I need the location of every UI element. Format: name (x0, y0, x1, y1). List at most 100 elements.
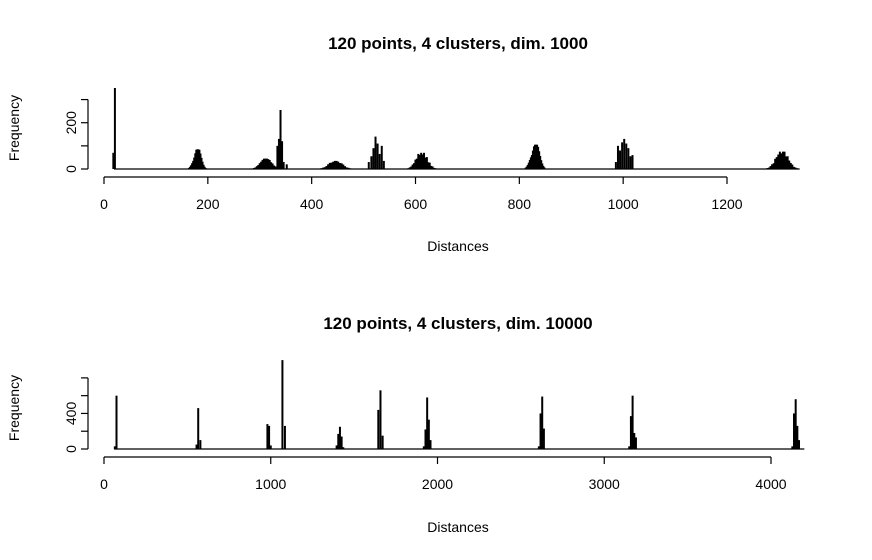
histogram-bar (614, 162, 617, 169)
histogram-bar (777, 154, 780, 169)
histogram-bar (338, 163, 341, 169)
histogram-bar (542, 165, 545, 169)
histogram-bar (538, 151, 541, 169)
histogram-bar (793, 413, 796, 449)
histogram-bar (536, 144, 539, 169)
histogram-bar (772, 163, 775, 169)
histogram-bar (376, 143, 379, 169)
histogram-bar (285, 164, 288, 169)
histogram-bar (541, 396, 544, 449)
x-tick-label: 800 (508, 196, 532, 212)
histogram-bar (426, 397, 429, 449)
histogram-bar (379, 390, 382, 449)
histogram-bar (381, 435, 384, 449)
histogram-bar (420, 152, 423, 169)
histogram-bar (414, 159, 417, 169)
histogram-bar (335, 160, 338, 169)
x-tick-label: 1000 (608, 196, 639, 212)
x-tick-label: 4000 (755, 476, 786, 492)
histogram-bar (342, 164, 345, 169)
y-tick-label: 0 (63, 445, 79, 453)
histogram-bar (268, 159, 271, 169)
x-tick-label: 1000 (255, 476, 286, 492)
histogram-bar (325, 166, 328, 169)
histogram-bar (410, 166, 413, 169)
histogram-bar (781, 151, 784, 169)
histogram-bar (791, 446, 794, 449)
histogram-bar (332, 161, 335, 169)
histogram-bar (528, 160, 531, 169)
histogram-bar (374, 136, 377, 169)
histogram-bar (621, 142, 624, 169)
histogram-bar (415, 158, 418, 169)
histogram-bar (629, 416, 632, 449)
histogram-panel-2: 120 points, 4 clusters, dim. 10000 Dista… (6, 314, 805, 535)
histogram-bar (283, 425, 286, 449)
histogram-bar (791, 164, 794, 169)
x-tick-label: 600 (404, 196, 428, 212)
histogram-bar (529, 157, 532, 169)
x-axis-label-2: Distances (427, 519, 488, 535)
histogram-bar (281, 141, 284, 169)
histogram-bar (429, 440, 432, 449)
histogram-bar (619, 150, 622, 169)
histogram-bar (372, 148, 375, 169)
y-axis-label-1: Frequency (6, 95, 22, 161)
histogram-bar (629, 156, 632, 169)
histogram-bar (271, 163, 274, 169)
histogram-bar (262, 158, 265, 169)
histogram-bar (627, 148, 630, 169)
histogram-bar (333, 160, 336, 169)
histogram-bar (347, 167, 350, 169)
x-tick-label: 400 (300, 196, 324, 212)
histogram-bar (540, 160, 543, 169)
chart-title-2: 120 points, 4 clusters, dim. 10000 (323, 314, 592, 333)
histogram-bar (794, 167, 797, 169)
histogram-bar (277, 138, 280, 169)
histogram-bar (260, 161, 263, 169)
y-axis-label-2: Frequency (6, 375, 22, 441)
histogram-bar (274, 166, 277, 169)
histogram-bar (625, 143, 628, 169)
histogram-bar (422, 446, 425, 449)
histogram-bar (543, 167, 546, 169)
histogram-bar (330, 162, 333, 169)
histogram-bar (267, 159, 270, 169)
x-axis-label-1: Distances (427, 238, 488, 254)
histogram-bar (195, 149, 198, 169)
histogram-bar (266, 424, 269, 449)
histogram-bar (524, 167, 527, 169)
histogram-bar (198, 149, 201, 169)
histogram-bar (537, 146, 540, 169)
histogram-bar (254, 167, 257, 169)
histogram-bar (203, 166, 206, 169)
histogram-bar (424, 157, 427, 169)
y-tick-label: 400 (63, 402, 79, 426)
histogram-bar (195, 444, 198, 449)
histogram-bar (421, 154, 424, 169)
axes-group-2: 0 1000 2000 3000 4000 0 400 (63, 377, 805, 492)
histogram-bar (633, 433, 636, 449)
histogram-bar (343, 166, 346, 169)
histogram-bar (115, 395, 118, 449)
histogram-bar (785, 156, 788, 169)
histogram-bar (535, 144, 538, 169)
x-tick-label: 3000 (589, 476, 620, 492)
histogram-bar (532, 146, 535, 169)
histogram-bar (345, 167, 348, 169)
histogram-bar (323, 167, 326, 169)
histogram-bar (282, 162, 285, 169)
histogram-bar (418, 154, 421, 169)
histogram-bar (541, 163, 544, 169)
histogram-bar (430, 165, 433, 169)
histogram-bar (276, 145, 279, 169)
histogram-bar (194, 153, 197, 169)
histogram-bar (199, 153, 202, 169)
histogram-bar (338, 426, 341, 449)
histogram-bar (789, 162, 792, 169)
histogram-bar (425, 157, 428, 169)
histogram-bar (255, 166, 258, 169)
histogram-bar (792, 166, 795, 169)
histogram-bar (193, 157, 196, 169)
